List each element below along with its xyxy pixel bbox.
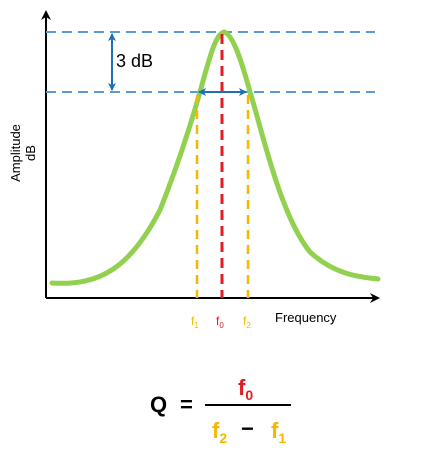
formula-den-right-base: f xyxy=(271,418,279,443)
tick-f0-base: f xyxy=(216,314,220,328)
q-formula: Q = f0 f2 − f1 xyxy=(150,375,291,446)
x-axis-label: Frequency xyxy=(275,310,337,325)
formula-q: Q xyxy=(150,392,167,417)
y-axis-label-amplitude: Amplitude xyxy=(8,124,23,182)
formula-denominator-right: f1 xyxy=(271,418,286,446)
tick-f1: f1 xyxy=(191,314,199,330)
formula-equals: = xyxy=(180,392,193,417)
formula-minus: − xyxy=(241,416,254,441)
tick-f1-sub: 1 xyxy=(194,321,199,330)
tick-f0: f0 xyxy=(216,314,224,330)
tick-f2-sub: 2 xyxy=(246,321,251,330)
formula-den-left-base: f xyxy=(212,418,220,443)
db-gap-label: 3 dB xyxy=(116,51,153,71)
formula-numerator-base: f xyxy=(238,375,246,400)
formula-denominator-left: f2 xyxy=(212,418,227,446)
tick-f0-sub: 0 xyxy=(219,321,224,330)
tick-f2-base: f xyxy=(243,314,247,328)
tick-f1-base: f xyxy=(191,314,195,328)
tick-f2: f2 xyxy=(243,314,251,330)
resonance-curve xyxy=(49,29,381,286)
formula-numerator: f0 xyxy=(238,375,253,403)
formula-numerator-sub: 0 xyxy=(245,387,253,403)
formula-den-left-sub: 2 xyxy=(219,430,227,446)
formula-den-right-sub: 1 xyxy=(278,430,286,446)
y-axis-label-db: dB xyxy=(23,145,38,161)
